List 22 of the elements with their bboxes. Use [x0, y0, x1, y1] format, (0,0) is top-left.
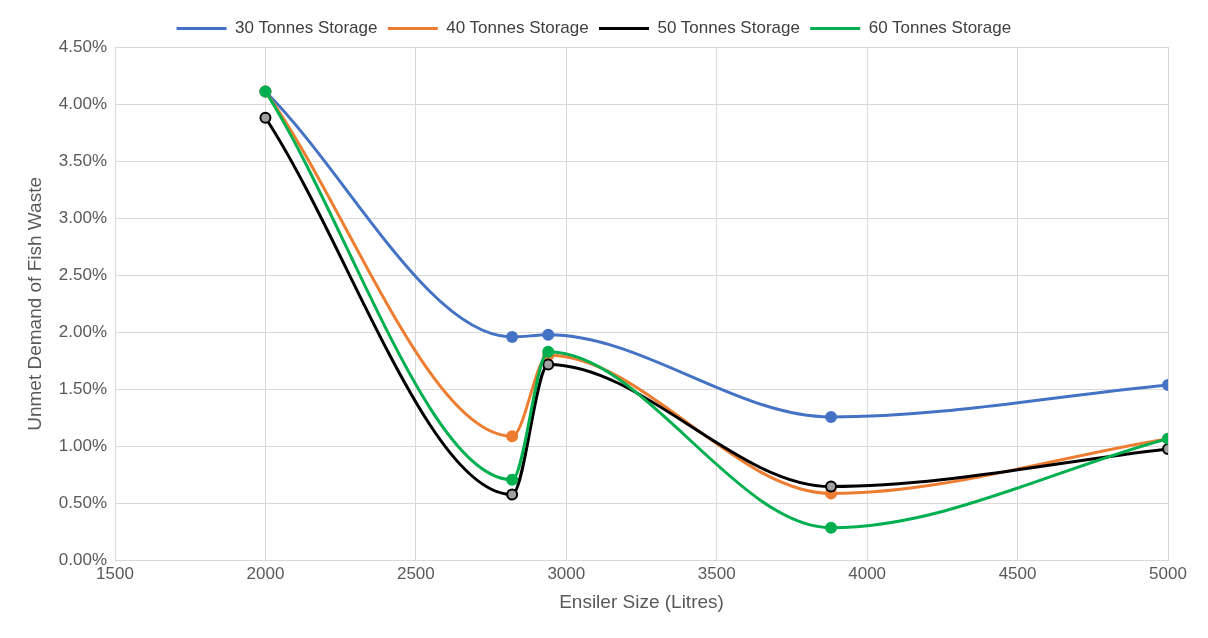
y-tick-label: 4.00% — [58, 93, 107, 113]
x-tick-label: 5000 — [1149, 563, 1187, 583]
legend-label: 60 Tonnes Storage — [868, 18, 1012, 38]
y-tick-label: 2.00% — [58, 322, 107, 342]
y-tick-label: 4.50% — [58, 36, 107, 56]
legend-label: 50 Tonnes Storage — [657, 18, 800, 38]
y-tick-label: 1.00% — [58, 436, 107, 456]
x-axis-title: Ensiler Size (Litres) — [559, 590, 724, 612]
x-tick-label: 2000 — [246, 563, 285, 583]
legend-label: 40 Tonnes Storage — [446, 18, 589, 38]
x-tick-label: 4500 — [998, 563, 1037, 583]
legend-label: 30 Tonnes Storage — [235, 18, 378, 38]
y-tick-label: 3.00% — [58, 207, 107, 227]
y-tick-label: 3.50% — [58, 150, 107, 170]
x-tick-label: 3500 — [697, 563, 736, 583]
y-tick-label: 1.50% — [58, 379, 107, 399]
x-tick-label: 4000 — [848, 563, 887, 583]
x-tick-label: 2500 — [396, 563, 435, 583]
y-tick-label: 2.50% — [58, 265, 107, 285]
y-tick-label: 0.50% — [58, 493, 107, 513]
x-tick-label: 3000 — [547, 563, 586, 583]
y-axis-title: Unmet Demand of Fish Waste — [23, 177, 45, 431]
